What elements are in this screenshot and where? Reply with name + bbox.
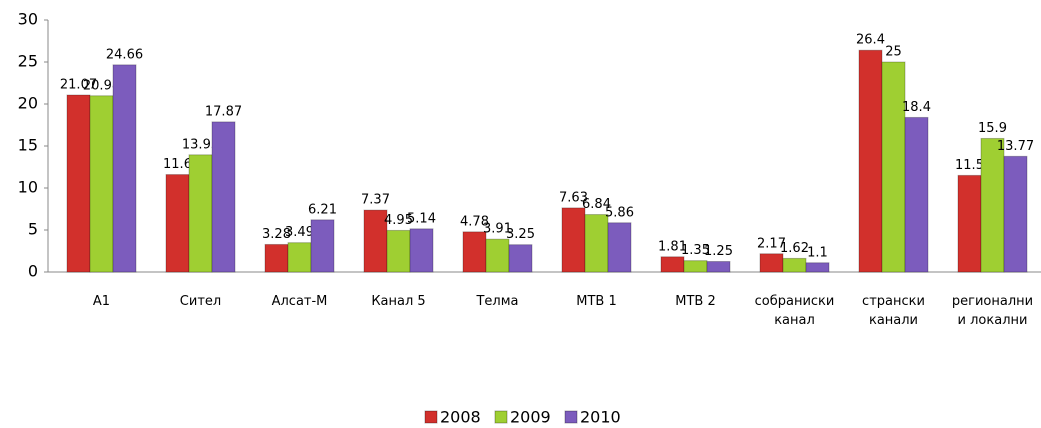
data-label: 5.86 (605, 205, 634, 220)
bar (782, 257, 807, 273)
x-tick-label: странски канали (862, 294, 925, 328)
bar (904, 116, 929, 273)
bar (584, 214, 609, 273)
data-label: 7.63 (559, 190, 588, 205)
bar (211, 121, 236, 273)
data-label: 4.95 (384, 213, 413, 228)
x-tick-label: Сител (179, 294, 222, 309)
data-label: 21.07 (60, 78, 97, 93)
data-label: 1.1 (807, 245, 828, 260)
bar (660, 256, 685, 273)
data-label: 13.95 (182, 137, 219, 152)
legend-label: 2009 (510, 408, 551, 427)
bar (89, 95, 114, 273)
y-tick-label: 10 (18, 178, 38, 197)
bar (287, 242, 312, 273)
y-tick-label: 30 (18, 10, 38, 29)
legend-label: 2008 (440, 408, 481, 427)
bar (409, 228, 434, 273)
x-tick-label: МТВ 1 (576, 294, 617, 309)
y-tick-label: 25 (18, 52, 38, 71)
data-label: 4.78 (460, 214, 489, 229)
data-label: 26.4 (856, 33, 885, 48)
x-tick-label: МТВ 2 (675, 294, 716, 309)
x-tick-label: Алсат-М (271, 294, 328, 309)
data-label: 24.66 (106, 47, 143, 62)
y-tick-label: 0 (28, 262, 38, 281)
data-label: 25 (885, 45, 902, 60)
data-label: 17.87 (205, 104, 242, 119)
bar (508, 244, 533, 273)
bar (1003, 155, 1028, 273)
data-label: 5.14 (407, 211, 436, 226)
bar (165, 174, 190, 273)
bar (759, 253, 784, 273)
bar (957, 174, 982, 273)
x-tick-label: Канал 5 (371, 294, 426, 309)
legend-swatch (494, 410, 508, 424)
bar (485, 238, 510, 273)
bar (112, 64, 137, 273)
legend-swatch (424, 410, 438, 424)
bar (881, 61, 906, 273)
data-label: 3.49 (285, 225, 314, 240)
data-label: 1.35 (681, 243, 710, 258)
bar (805, 262, 830, 273)
data-label: 3.91 (483, 222, 512, 237)
data-label: 1.25 (704, 244, 733, 259)
bar (980, 137, 1005, 273)
data-label: 11.5 (955, 158, 984, 173)
bar (188, 154, 213, 273)
bar (607, 222, 632, 273)
bar (386, 229, 411, 273)
bar (66, 94, 91, 273)
data-label: 11.6 (163, 157, 192, 172)
bar (264, 243, 289, 273)
data-label: 2.17 (757, 236, 786, 251)
data-label: 6.21 (308, 202, 337, 217)
legend-label: 2010 (580, 408, 621, 427)
data-label: 1.62 (780, 241, 809, 256)
x-tick-label: регионални и локални (951, 294, 1034, 328)
bar (858, 49, 883, 273)
data-label: 1.81 (658, 239, 687, 254)
bar (706, 261, 731, 273)
data-label: 15.9 (978, 121, 1007, 136)
y-tick-label: 20 (18, 94, 38, 113)
y-tick-label: 5 (28, 220, 38, 239)
data-label: 3.28 (262, 227, 291, 242)
bar (683, 260, 708, 273)
y-tick-label: 15 (18, 136, 38, 155)
x-tick-label: Телма (476, 294, 519, 309)
bar (462, 231, 487, 273)
x-tick-label: A1 (92, 294, 111, 309)
legend-swatch (564, 410, 578, 424)
data-label: 20.98 (83, 78, 120, 93)
data-label: 6.84 (582, 197, 611, 212)
bar (310, 219, 335, 273)
data-label: 18.4 (902, 100, 931, 115)
bar (561, 207, 586, 273)
data-label: 3.25 (506, 227, 535, 242)
data-label: 7.37 (361, 193, 390, 208)
data-label: 13.77 (997, 139, 1034, 154)
x-tick-label: собраниски канал (754, 294, 835, 328)
